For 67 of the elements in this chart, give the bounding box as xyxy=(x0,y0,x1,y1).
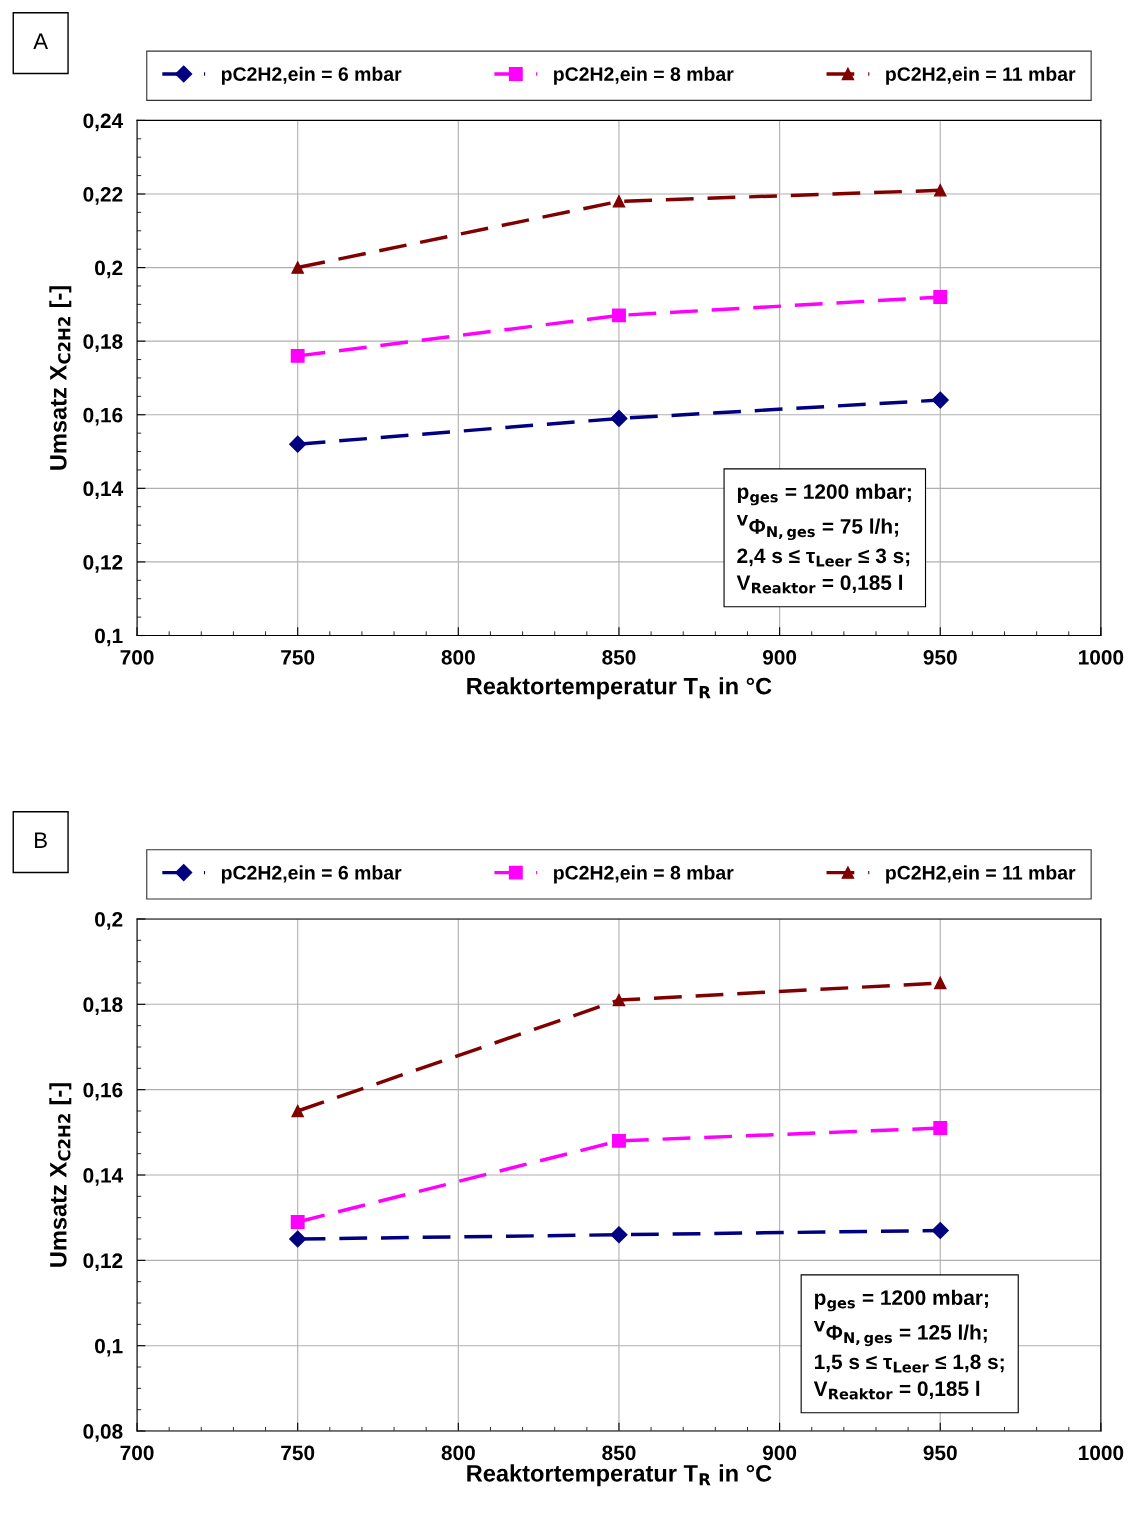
point xyxy=(933,290,948,304)
x-tick-label: 700 xyxy=(120,1445,154,1461)
x-tick-label: 800 xyxy=(441,649,475,665)
legend-label: pC2H2,ein = 8 mbar xyxy=(554,865,734,884)
x-tick-label: 900 xyxy=(762,649,797,665)
point xyxy=(291,1104,304,1118)
y-tick-label: 0,22 xyxy=(83,186,123,205)
annotation: V$_{Reaktor}$ = 0,185 l xyxy=(736,574,903,594)
text: A xyxy=(33,33,49,49)
annotation: $^{V}$Φ$_{N,ges}$ = 75 l/h; xyxy=(736,514,899,541)
point xyxy=(933,976,947,990)
point xyxy=(289,435,307,453)
point xyxy=(933,1121,948,1136)
point xyxy=(610,1226,628,1244)
point xyxy=(612,195,626,208)
x-tick-label: 1000 xyxy=(1079,1445,1124,1461)
point xyxy=(931,1221,949,1240)
point xyxy=(933,184,947,197)
y-tick-label: 0,18 xyxy=(83,334,123,352)
y-tick-label: 0,14 xyxy=(83,1168,124,1186)
y-tick-label: 0,1 xyxy=(95,1338,123,1357)
legend-label: pC2H2,ein = 8 mbar xyxy=(554,66,734,85)
x-axis-title: Reaktortemperatur T$_{R}$ in °C xyxy=(467,677,772,700)
annotation: $^{V}$Φ$_{N,ges}$ = 125 l/h; xyxy=(813,1320,987,1347)
text: B xyxy=(35,832,47,848)
y-tick-label: 0,14 xyxy=(83,481,124,500)
y-tick-label: 0,12 xyxy=(83,554,123,573)
point xyxy=(612,993,626,1007)
y-tick-label: 0,18 xyxy=(83,997,123,1016)
y-tick-label: 0,16 xyxy=(83,407,123,426)
x-tick-label: 700 xyxy=(120,649,154,665)
point xyxy=(290,1214,305,1229)
point xyxy=(610,409,628,427)
point xyxy=(290,348,305,363)
x-tick-label: 850 xyxy=(602,1445,636,1461)
y-tick-label: 0,08 xyxy=(83,1424,123,1442)
x-axis-title: Reaktortemperatur T$_{R}$ in °C xyxy=(467,1464,772,1487)
legend-label: pC2H2,ein = 11 mbar xyxy=(886,66,1076,85)
x-tick-label: 750 xyxy=(281,1445,315,1461)
x-tick-label: 950 xyxy=(923,649,957,665)
legend-label: pC2H2,ein = 6 mbar xyxy=(221,865,402,884)
y-axis-title: Umsatz X$_{C2H2}$ [-] xyxy=(49,286,72,470)
annotation: V$_{Reaktor}$ = 0,185 l xyxy=(813,1380,980,1400)
y-tick-label: 0,1 xyxy=(95,628,123,647)
y-tick-label: 0,2 xyxy=(95,260,123,279)
x-tick-label: 900 xyxy=(762,1445,797,1461)
y-tick-label: 0,2 xyxy=(95,911,123,930)
x-tick-label: 850 xyxy=(602,649,636,665)
point xyxy=(291,261,304,274)
y-axis-title: Umsatz X$_{C2H2}$ [-] xyxy=(49,1083,72,1267)
x-tick-label: 1000 xyxy=(1079,649,1124,665)
annotation: p$_{ges}$ = 1200 mbar; xyxy=(737,483,911,506)
annotation: 2,4 s ≤ τ$_{Leer}$ ≤ 3 s; xyxy=(737,548,910,567)
point xyxy=(931,391,949,409)
y-tick-label: 0,24 xyxy=(83,113,124,132)
legend-label: pC2H2,ein = 11 mbar xyxy=(886,865,1076,884)
point xyxy=(289,1230,307,1248)
x-tick-label: 750 xyxy=(281,649,315,665)
legend-label: pC2H2,ein = 6 mbar xyxy=(221,66,402,85)
y-tick-label: 0,12 xyxy=(83,1253,123,1272)
y-tick-label: 0,16 xyxy=(83,1082,123,1101)
point xyxy=(612,308,626,323)
x-tick-label: 950 xyxy=(923,1445,957,1461)
annotation: p$_{ges}$ = 1200 mbar; xyxy=(815,1289,988,1312)
x-tick-label: 800 xyxy=(441,1445,475,1461)
annotation: 1,5 s ≤ τ$_{Leer}$ ≤ 1,8 s; xyxy=(814,1354,1004,1373)
point xyxy=(612,1133,626,1148)
